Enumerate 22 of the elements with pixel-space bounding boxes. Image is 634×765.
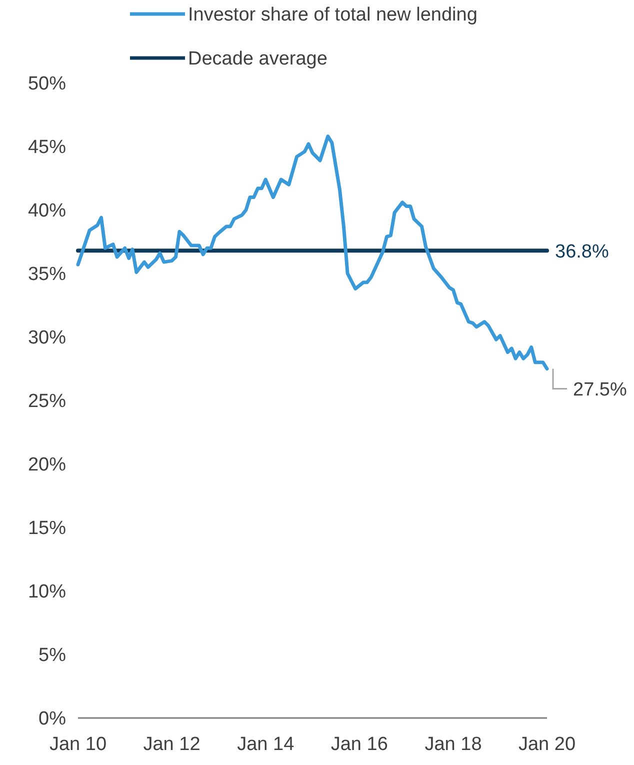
y-tick-label: 20% [28,454,66,476]
y-tick-label: 30% [28,328,66,349]
y-tick-label: 15% [28,518,66,540]
y-tick-label: 40% [28,200,66,222]
x-tick-label: Jan 18 [424,734,482,755]
x-tick-label: Jan 20 [518,734,576,755]
line-series [76,134,549,370]
legend-label: Decade average [188,48,328,70]
x-tick-label: Jan 14 [237,734,295,755]
y-tick-label: 10% [28,582,66,603]
y-tick-label: 35% [28,264,66,286]
y-tick-label: 5% [38,645,66,666]
y-tick-label: 0% [38,708,66,730]
y-tick-label: 50% [28,74,66,95]
y-tick-label: 45% [28,137,66,158]
x-tick-label: Jan 12 [143,734,200,755]
x-tick-label: Jan 10 [49,734,107,755]
y-tick-label: 25% [28,391,66,412]
x-tick-label: Jan 16 [330,734,388,755]
annotation: 27.5% [573,379,627,400]
legend-label: Investor share of total new lending [188,4,478,26]
annotation: 36.8% [555,241,609,262]
